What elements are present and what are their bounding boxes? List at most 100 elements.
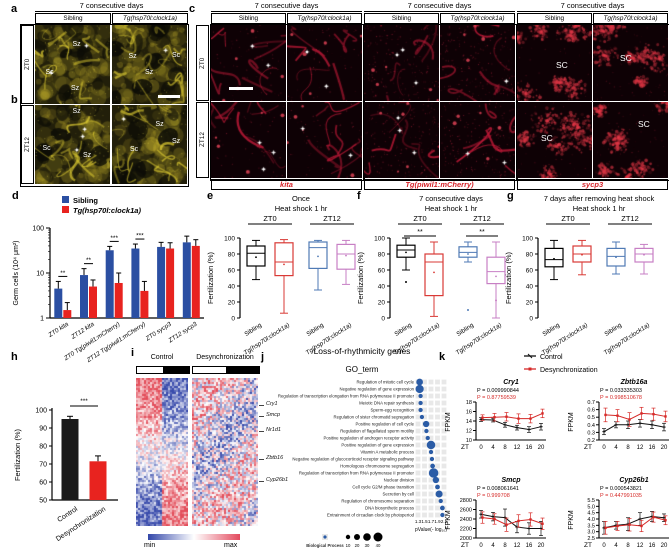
x-tick: 20 [661, 445, 668, 451]
y-tick: 0.3 [587, 430, 595, 436]
grid-cell [428, 484, 434, 490]
go-dot [440, 512, 445, 518]
go-term-label: Vitamin A metabolic process [360, 450, 414, 455]
title: 7 consecutive days [419, 194, 483, 203]
grid-cell [441, 421, 447, 427]
title: 7 days after removing heat shock [544, 194, 655, 203]
group-zt0: ZT0 [413, 214, 426, 223]
c-caption-3: sycp3 [517, 179, 668, 190]
grid-cell [441, 400, 447, 406]
marker [529, 518, 532, 521]
grid-cell [435, 505, 440, 511]
marker [529, 417, 532, 420]
x-tick: 16 [526, 445, 533, 451]
series-line [603, 422, 665, 433]
y-tick: 0 [231, 315, 235, 322]
go-term-label: Positive regulation of androgen receptor… [323, 436, 414, 441]
go-term-label: Secretion by cell [382, 492, 414, 497]
grid-cell [415, 449, 421, 455]
grid-cell [428, 386, 434, 392]
ab-column-tg: Tg(hsp70l:clock1a) [112, 13, 188, 24]
c-group-header: 7 consecutive days [364, 0, 515, 12]
p-value-control: P = 0.009990844 [477, 388, 519, 394]
heatmap-desynchronization [192, 378, 258, 526]
y-tick: 80 [526, 251, 534, 258]
marker [616, 524, 619, 528]
grid-cell [441, 477, 447, 483]
p-value-control: P = 0.008061641 [477, 486, 519, 492]
grid-cell [422, 393, 427, 399]
grid-cell [435, 512, 440, 518]
go-dot [428, 449, 434, 455]
marker [493, 416, 496, 419]
legend-swatch-tg [62, 206, 69, 213]
subtitle: GO_term [346, 365, 379, 374]
grid-cell [415, 484, 421, 490]
gene-label: Nr1d1 [266, 427, 281, 433]
y-tick: 2400 [460, 517, 472, 523]
x-tick: 4 [614, 445, 618, 451]
grid-cell [441, 435, 447, 441]
grid-cell [422, 470, 427, 476]
grid-cell [415, 435, 421, 441]
c-row-zt12: ZT12 [196, 102, 209, 178]
y-tick: 60 [39, 480, 47, 487]
grid-cell [435, 442, 440, 448]
sz-sc-label: Sc [130, 146, 139, 154]
y-tick: 18 [466, 400, 472, 406]
subplot-title: Cry1 [503, 379, 519, 386]
y-axis-label: Fertilization (%) [206, 251, 215, 304]
sc-label: SC [556, 60, 568, 71]
mean-dot [553, 257, 555, 260]
y-tick: 60 [378, 267, 386, 274]
grid-cell [435, 456, 440, 462]
panel-letter-i: i [131, 347, 135, 359]
x-tick: 4 [491, 543, 495, 549]
c-col-tg: Tg(hsp70l:clock1a) [593, 13, 668, 24]
grid-cell [435, 407, 440, 413]
micrograph-b-zt12-sibling [35, 105, 110, 184]
go-dot [419, 414, 425, 420]
heatmap-column-control: Control [150, 354, 174, 361]
go-term-label: Negative regulation of gene expression [339, 387, 414, 392]
box-sibling [246, 239, 266, 281]
y-tick: 70 [39, 462, 47, 469]
x-axis-label: ZT [584, 542, 592, 549]
grid-cell [428, 379, 434, 385]
grid-cell [415, 470, 421, 476]
y-tick: 40 [228, 283, 236, 290]
grid-cell [441, 491, 447, 497]
grid-cell [415, 512, 421, 518]
grid-cell [428, 491, 434, 497]
ab-row-zt12: ZT12 [21, 105, 34, 184]
significance: ** [60, 270, 66, 277]
grid-cell [435, 435, 440, 441]
go-term-label: Cell cycle G2/M phase transition [352, 485, 414, 490]
go-term-label: Meiotic DNA repair synthesis [359, 401, 414, 406]
mean-dot [255, 256, 257, 259]
marker [616, 414, 619, 417]
legend-desynchronization: Desynchronization [540, 367, 598, 374]
p-value-desync: P = 0.998510678 [600, 395, 642, 401]
x-category: Sibling [603, 322, 623, 338]
x-tick: 20 [538, 543, 545, 549]
size-legend-dot [373, 532, 383, 542]
go-term-label: Regulation of sister chromatid segregati… [334, 415, 415, 420]
size-legend-dot [354, 534, 360, 540]
mean-dot [615, 256, 617, 259]
x-tick: 20 [661, 543, 668, 549]
gene-label: Cyp26b1 [266, 477, 289, 483]
mean-dot [283, 263, 285, 266]
subplot-title: Cyp26b1 [619, 477, 648, 484]
micrograph-c-sycp3-zt12-tg [593, 102, 668, 178]
group-zt12: ZT12 [621, 214, 639, 223]
go-dot [432, 476, 440, 484]
sc-label: SC [541, 132, 553, 143]
y-tick: 16 [466, 410, 472, 416]
grid-cell [415, 400, 421, 406]
x-tick: 20 [538, 445, 545, 451]
y-tick: 2800 [460, 498, 472, 504]
go-term-label: Positive regulation of gene expression [341, 443, 414, 448]
